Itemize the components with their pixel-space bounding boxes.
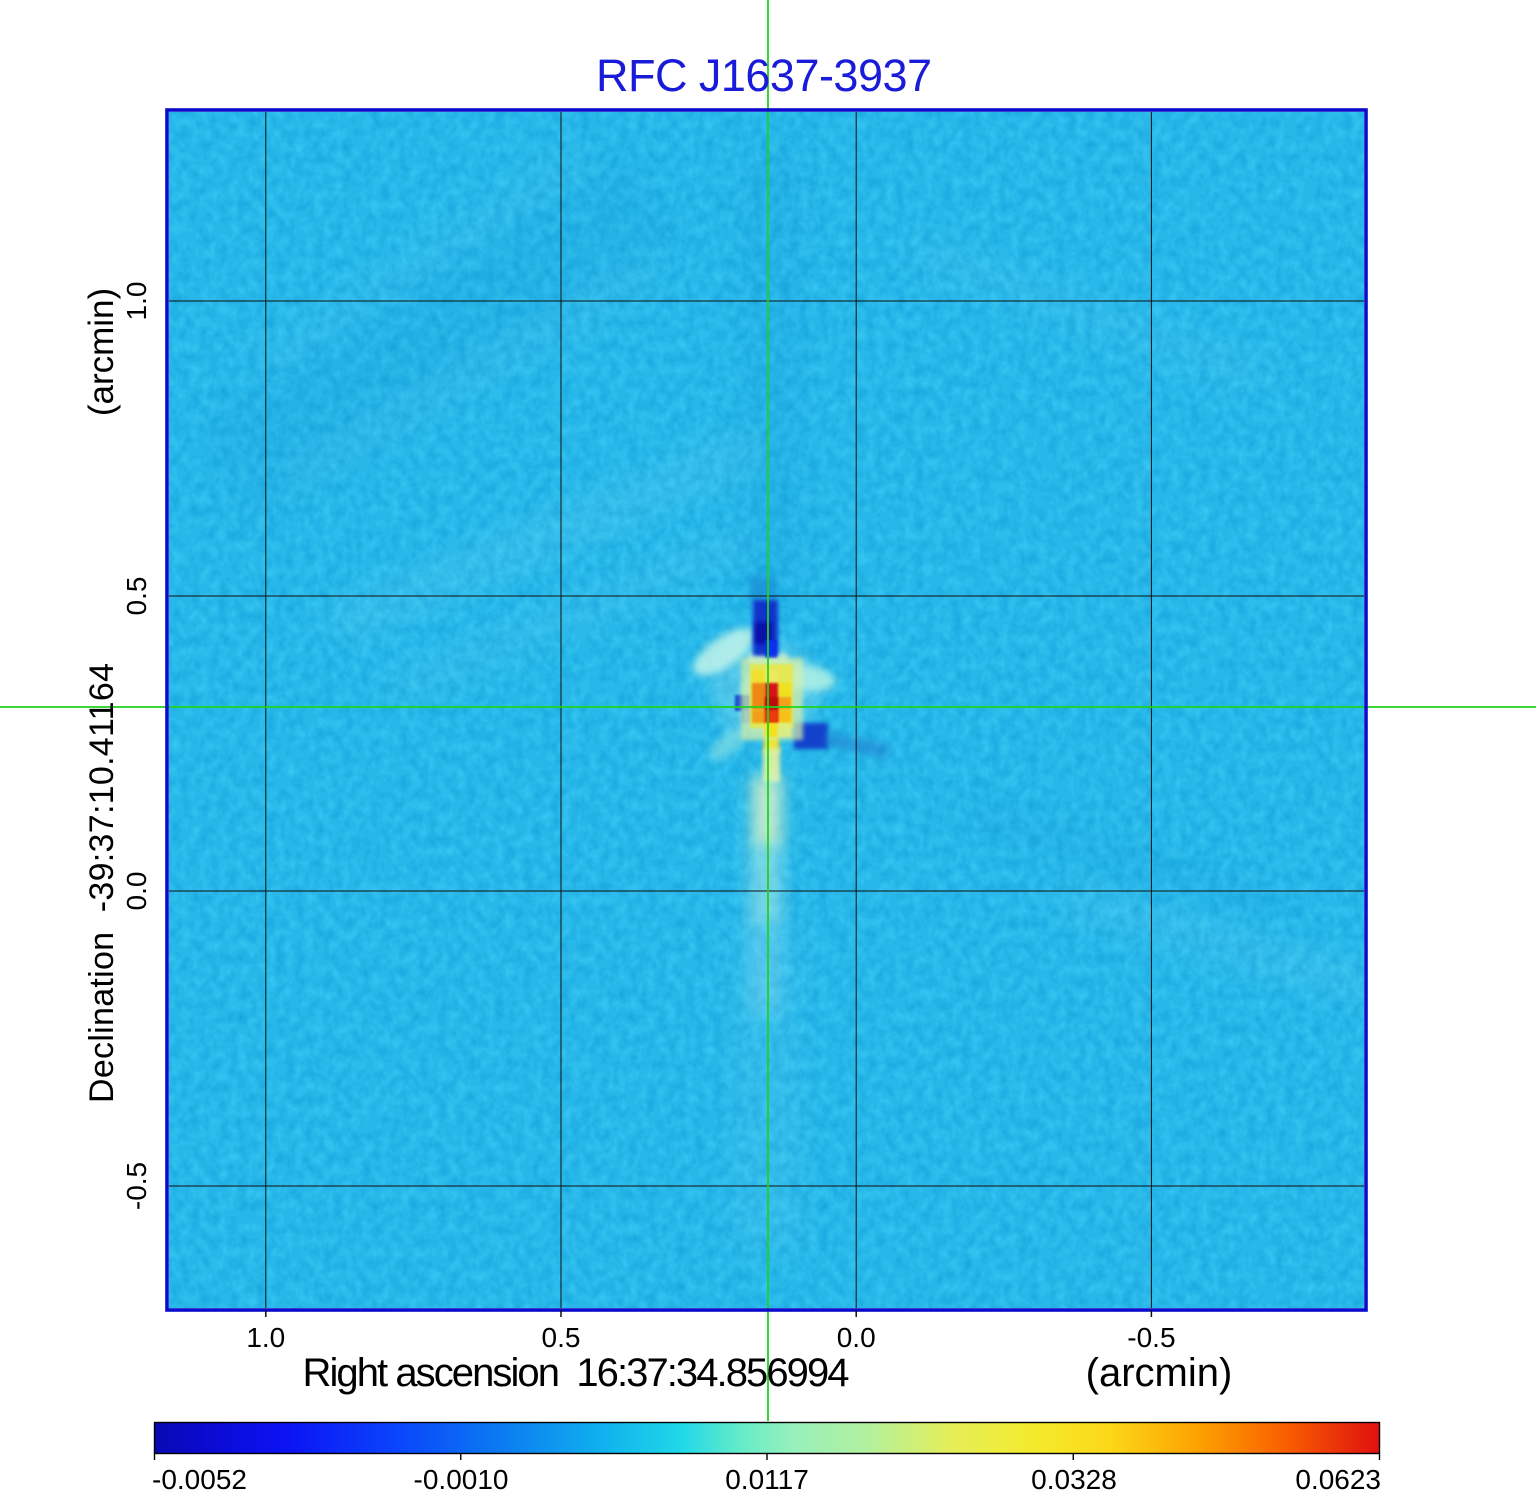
svg-text:0.0: 0.0 (121, 872, 152, 911)
svg-text:0.0117: 0.0117 (725, 1464, 809, 1495)
svg-text:Right ascension 16:37:34.8569: Right ascension 16:37:34.856994 (303, 1351, 850, 1395)
svg-text:-0.0052: -0.0052 (152, 1464, 247, 1495)
svg-text:0.0: 0.0 (837, 1322, 876, 1353)
svg-text:0.0623: 0.0623 (1295, 1464, 1381, 1495)
svg-text:(arcmin): (arcmin) (82, 288, 121, 416)
svg-text:1.0: 1.0 (246, 1322, 285, 1353)
svg-text:-0.0010: -0.0010 (414, 1464, 509, 1495)
svg-text:0.0328: 0.0328 (1031, 1464, 1117, 1495)
svg-text:0.5: 0.5 (542, 1322, 581, 1353)
svg-text:0.5: 0.5 (121, 577, 152, 616)
svg-text:RFC J1637-3937: RFC J1637-3937 (596, 50, 932, 101)
svg-text:Declination -39:37:10.41164: Declination -39:37:10.41164 (83, 663, 121, 1103)
svg-text:-0.5: -0.5 (121, 1162, 152, 1210)
svg-text:-0.5: -0.5 (1127, 1322, 1175, 1353)
svg-text:1.0: 1.0 (121, 282, 152, 321)
svg-text:(arcmin): (arcmin) (1086, 1351, 1233, 1395)
